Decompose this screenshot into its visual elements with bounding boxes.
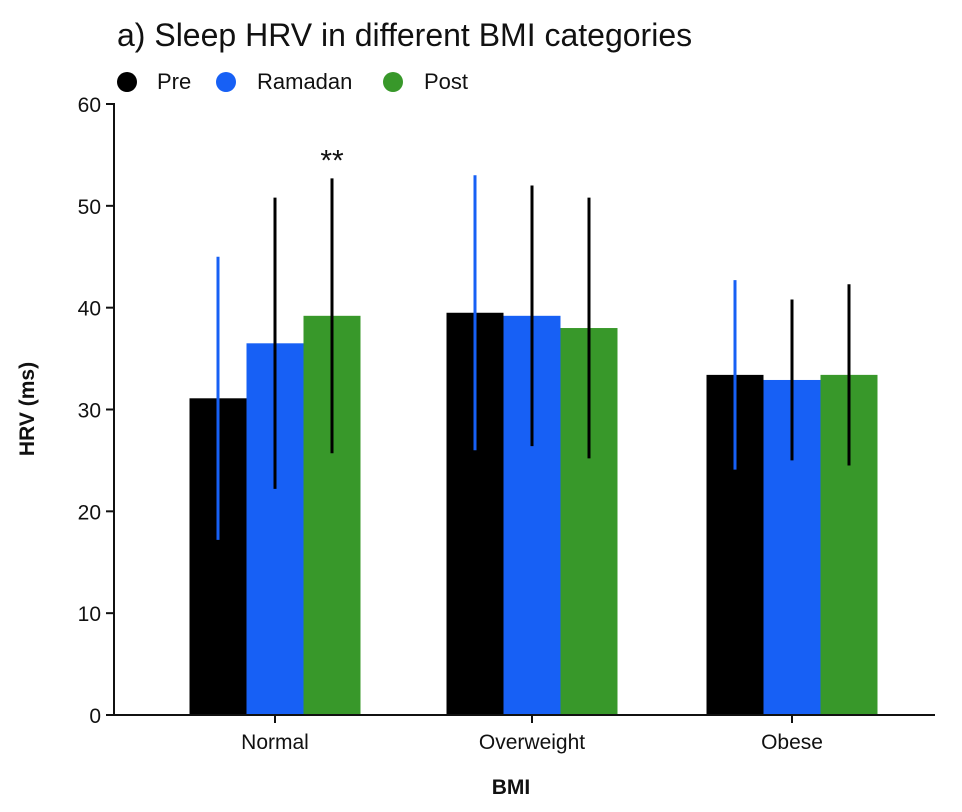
y-axis-ticks: 0 10 20 30 40 50 60 [78,94,114,728]
x-axis-ticks: Normal Overweight Obese [241,715,823,754]
legend-label-pre: Pre [157,69,191,94]
legend-marker-ramadan [216,72,236,92]
y-tick-label: 10 [78,603,101,626]
legend-marker-pre [117,72,137,92]
x-tick-label-obese: Obese [761,731,823,754]
y-tick-label: 40 [78,298,101,321]
chart-title: a) Sleep HRV in different BMI categories [117,17,692,53]
x-axis-label: BMI [492,776,531,799]
y-tick-label: 0 [89,705,101,728]
significance-annotation: ** [320,144,344,177]
y-tick-label: 30 [78,400,101,423]
y-tick-label: 60 [78,94,101,117]
y-tick-label: 20 [78,501,101,524]
legend-label-post: Post [424,69,468,94]
legend-label-ramadan: Ramadan [257,69,352,94]
annotations-group: ** [320,144,344,177]
y-axis-label: HRV (ms) [16,362,39,456]
error-bars-group [216,175,851,540]
legend-marker-post [383,72,403,92]
bars-group [189,312,878,715]
legend: Pre Ramadan Post [117,69,468,94]
x-tick-label-overweight: Overweight [479,731,585,754]
y-tick-label: 50 [78,196,101,219]
x-tick-label-normal: Normal [241,731,309,754]
